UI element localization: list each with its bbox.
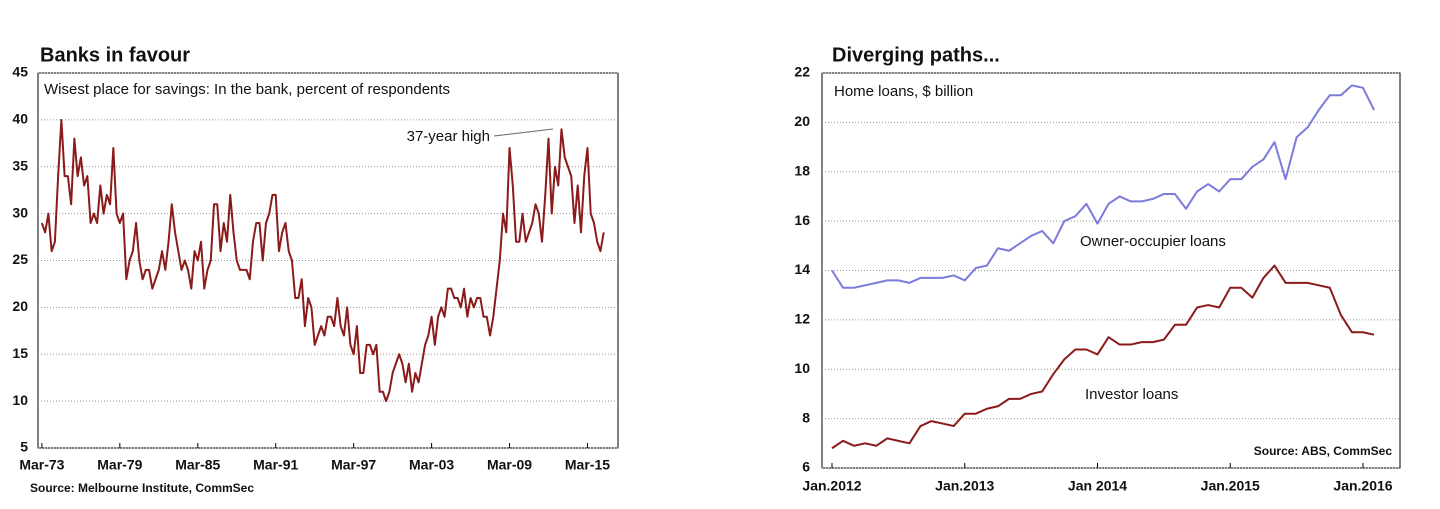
- y-tick-label: 12: [794, 311, 810, 327]
- x-tick-label: Jan.2015: [1201, 478, 1260, 494]
- y-tick-label: 45: [12, 64, 28, 80]
- data-line: [831, 264, 1375, 450]
- y-tick-label: 8: [802, 409, 810, 425]
- y-tick-label: 20: [12, 298, 28, 314]
- y-tick-label: 14: [794, 261, 810, 277]
- source: Source: Melbourne Institute, CommSec: [30, 481, 254, 495]
- y-tick-label: 30: [12, 204, 28, 220]
- x-tick-label: Mar-85: [175, 457, 220, 473]
- x-tick-label: Mar-79: [97, 457, 142, 473]
- chart-subtitle: Wisest place for savings: In the bank, p…: [44, 81, 450, 98]
- data-line: [831, 84, 1375, 289]
- chart-title: Diverging paths...: [832, 44, 1000, 66]
- annotation-leader: [493, 128, 554, 137]
- x-tick-label: Jan.2013: [935, 478, 994, 494]
- data-line: [40, 118, 605, 403]
- y-tick-label: 16: [794, 212, 810, 228]
- series-label: Investor loans: [1085, 386, 1178, 403]
- y-tick-label: 15: [12, 345, 28, 361]
- chart-title: Banks in favour: [40, 44, 190, 66]
- x-tick-label: Mar-73: [19, 457, 64, 473]
- y-tick-label: 10: [12, 392, 28, 408]
- y-tick-label: 20: [794, 113, 810, 129]
- y-tick-label: 5: [20, 439, 28, 455]
- y-tick-label: 25: [12, 251, 28, 267]
- x-tick-label: Jan.2016: [1333, 478, 1392, 494]
- chart-subtitle: Home loans, $ billion: [834, 83, 973, 100]
- source: Source: ABS, CommSec: [1254, 444, 1393, 458]
- annotation: 37-year high: [407, 128, 490, 145]
- x-tick-label: Jan 2014: [1068, 478, 1127, 494]
- y-tick-label: 22: [794, 64, 810, 80]
- x-tick-label: Mar-09: [487, 457, 532, 473]
- y-tick-label: 18: [794, 162, 810, 178]
- series-label: Owner-occupier loans: [1080, 233, 1226, 250]
- x-tick-label: Mar-15: [565, 457, 610, 473]
- x-tick-label: Mar-03: [409, 457, 454, 473]
- x-tick-label: Jan.2012: [802, 478, 861, 494]
- y-tick-label: 40: [12, 111, 28, 127]
- x-tick-label: Mar-91: [253, 457, 298, 473]
- y-tick-label: 6: [802, 459, 810, 475]
- x-tick-label: Mar-97: [331, 457, 376, 473]
- y-tick-label: 10: [794, 360, 810, 376]
- y-tick-label: 35: [12, 157, 28, 173]
